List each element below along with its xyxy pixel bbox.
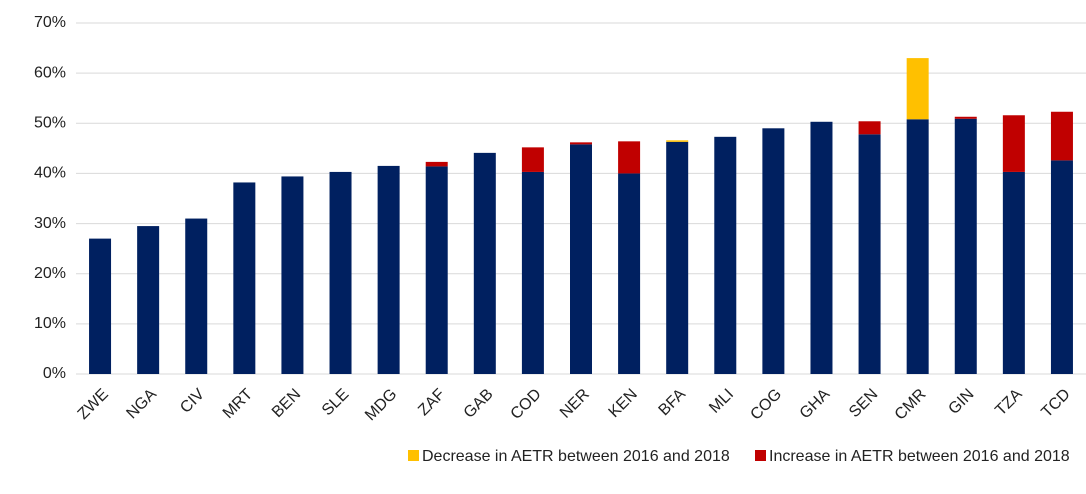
bar xyxy=(618,173,641,374)
bar xyxy=(954,118,977,374)
x-tick-label: TZA xyxy=(992,386,1026,420)
x-tick-label: SLE xyxy=(319,386,352,419)
y-tick-label: 50% xyxy=(34,115,66,132)
x-tick-label: KEN xyxy=(606,386,641,421)
bar xyxy=(233,182,256,374)
y-tick-label: 60% xyxy=(34,64,66,81)
x-tick-label: MLI xyxy=(706,386,737,417)
bar xyxy=(1050,111,1073,161)
y-tick-label: 30% xyxy=(34,215,66,232)
y-tick-label: 40% xyxy=(34,165,66,182)
bar xyxy=(185,218,208,374)
bar xyxy=(1002,171,1025,374)
bar xyxy=(618,141,641,174)
bar xyxy=(666,140,689,142)
y-tick-label: 70% xyxy=(34,14,66,31)
bar xyxy=(377,165,400,374)
x-tick-label: COD xyxy=(508,386,545,423)
bar xyxy=(954,116,977,119)
legend-label: Increase in AETR between 2016 and 2018 xyxy=(769,448,1070,465)
x-tick-label: CIV xyxy=(177,386,208,417)
bar xyxy=(666,141,689,374)
bar xyxy=(810,121,833,374)
x-tick-label: CMR xyxy=(892,386,930,424)
bar xyxy=(521,147,544,172)
bar xyxy=(762,128,785,374)
legend-label: Decrease in AETR between 2016 and 2018 xyxy=(422,448,730,465)
legend-swatch xyxy=(755,450,766,461)
legend-swatch xyxy=(408,450,419,461)
bar xyxy=(858,121,881,135)
x-tick-label: MDG xyxy=(362,386,400,424)
y-tick-label: 0% xyxy=(43,365,66,382)
x-tick-label: ZWE xyxy=(75,386,112,423)
bar xyxy=(570,144,592,374)
x-tick-label: GHA xyxy=(797,386,834,423)
bar xyxy=(521,171,544,374)
bar xyxy=(858,134,881,374)
bar xyxy=(570,142,592,145)
bar xyxy=(1002,115,1025,172)
bar xyxy=(1050,160,1073,374)
bar xyxy=(906,119,929,374)
bar xyxy=(906,58,929,120)
x-tick-label: GAB xyxy=(461,386,497,422)
x-tick-label: SEN xyxy=(846,386,881,421)
y-tick-label: 20% xyxy=(34,265,66,282)
x-tick-label: MRT xyxy=(220,386,256,422)
x-tick-label: NGA xyxy=(123,386,160,423)
x-tick-label: BFA xyxy=(656,386,690,420)
x-tick-label: NER xyxy=(557,386,593,422)
y-tick-label: 10% xyxy=(34,315,66,332)
bar xyxy=(425,166,448,374)
x-tick-label: GIN xyxy=(945,386,977,418)
bar xyxy=(281,176,304,374)
bar xyxy=(89,238,112,374)
x-tick-label: ZAF xyxy=(415,386,449,420)
bar xyxy=(425,161,448,167)
bar xyxy=(329,171,352,374)
x-tick-label: BEN xyxy=(269,386,304,421)
bar xyxy=(137,226,160,374)
bar xyxy=(473,152,496,374)
bar xyxy=(714,136,737,374)
x-tick-label: COG xyxy=(747,386,785,424)
x-tick-label: TCD xyxy=(1038,386,1073,421)
